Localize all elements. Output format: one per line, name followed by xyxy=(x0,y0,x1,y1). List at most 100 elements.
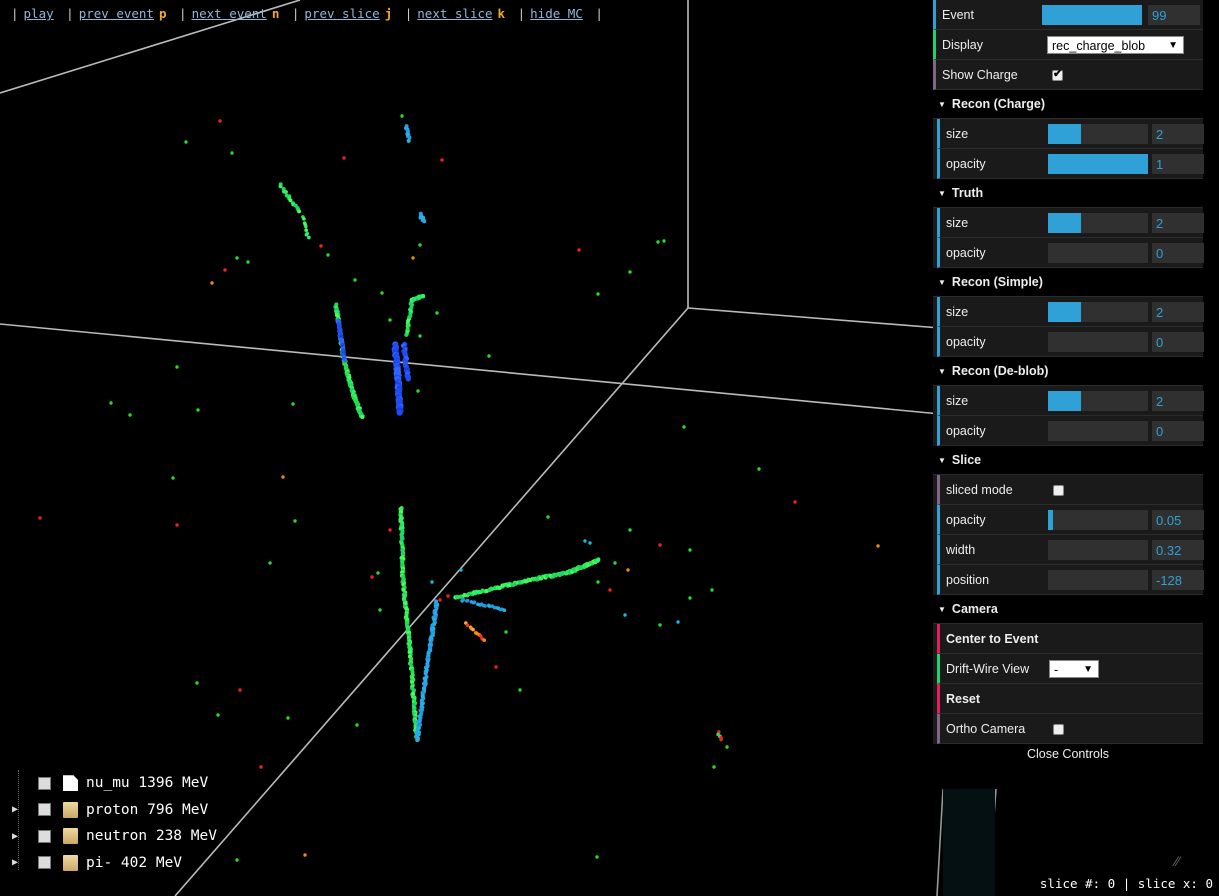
event-value[interactable]: 99 xyxy=(1148,5,1200,25)
width-slider[interactable] xyxy=(1048,540,1148,560)
size-label: size xyxy=(946,305,1041,319)
prev-event-key: p xyxy=(159,6,167,21)
slice-position: position -128 xyxy=(937,565,1203,595)
tree-row[interactable]: ▶ proton 796 MeV xyxy=(12,797,217,824)
chevron-down-icon: ▼ xyxy=(1083,661,1093,679)
show-charge-control: Show Charge ✔ xyxy=(933,60,1203,90)
size-slider[interactable] xyxy=(1048,213,1148,233)
opacity-value[interactable]: 0 xyxy=(1152,421,1204,441)
ortho-camera-checkbox[interactable] xyxy=(1053,724,1064,735)
opacity-label: opacity xyxy=(946,157,1041,171)
event-control: Event 99 xyxy=(933,0,1203,30)
size-label: size xyxy=(946,127,1041,141)
next-event-link[interactable]: next event xyxy=(192,6,267,21)
folder-icon xyxy=(63,855,78,871)
drift-wire-select[interactable]: - ▼ xyxy=(1049,660,1099,678)
opacity-slider[interactable] xyxy=(1048,510,1148,530)
ortho-camera-label: Ortho Camera xyxy=(946,722,1041,736)
sliced-mode-control: sliced mode xyxy=(937,475,1203,505)
slice-plane xyxy=(943,789,995,896)
opacity-slider[interactable] xyxy=(1048,332,1148,352)
size-slider[interactable] xyxy=(1048,391,1148,411)
recon-simple-opacity: opacity 0 xyxy=(937,327,1203,357)
caret-down-icon: ▼ xyxy=(938,358,946,386)
size-slider[interactable] xyxy=(1048,124,1148,144)
next-slice-link[interactable]: next slice xyxy=(417,6,492,21)
resize-handle-icon[interactable]: ⁄⁄ xyxy=(1175,853,1180,869)
prev-event-link[interactable]: prev event xyxy=(79,6,154,21)
tree-row[interactable]: ▶ pi- 402 MeV xyxy=(12,850,217,877)
tree-label: nu_mu 1396 MeV xyxy=(86,775,208,791)
size-label: size xyxy=(946,216,1041,230)
detector-box xyxy=(0,0,996,896)
folder-slice[interactable]: ▼ Slice xyxy=(933,446,1203,475)
display-label: Display xyxy=(942,38,1037,52)
tree-checkbox[interactable] xyxy=(38,777,51,790)
tree-row[interactable]: nu_mu 1396 MeV xyxy=(12,770,217,797)
caret-down-icon: ▼ xyxy=(938,91,946,119)
opacity-slider[interactable] xyxy=(1048,154,1148,174)
folder-recon-charge[interactable]: ▼ Recon (Charge) xyxy=(933,90,1203,119)
tree-row[interactable]: ▶ neutron 238 MeV xyxy=(12,823,217,850)
folder-recon-simple[interactable]: ▼ Recon (Simple) xyxy=(933,268,1203,297)
drift-wire-control: Drift-Wire View - ▼ xyxy=(937,654,1203,684)
opacity-value[interactable]: 0 xyxy=(1152,243,1204,263)
truth-opacity: opacity 0 xyxy=(937,238,1203,268)
caret-down-icon: ▼ xyxy=(938,269,946,297)
tree-label: pi- 402 MeV xyxy=(86,855,182,871)
tree-checkbox[interactable] xyxy=(38,830,51,843)
expand-arrow-icon[interactable]: ▶ xyxy=(12,804,26,815)
folder-camera[interactable]: ▼ Camera xyxy=(933,595,1203,624)
folder-icon xyxy=(63,802,78,818)
size-value[interactable]: 2 xyxy=(1152,124,1204,144)
size-value[interactable]: 2 xyxy=(1152,302,1204,322)
center-to-event-button[interactable]: Center to Event xyxy=(937,624,1203,654)
next-event-key: n xyxy=(272,6,280,21)
tree-label: neutron 238 MeV xyxy=(86,828,217,844)
folder-truth[interactable]: ▼ Truth xyxy=(933,179,1203,208)
center-to-event-label: Center to Event xyxy=(946,632,1038,646)
folder-recon-deblob[interactable]: ▼ Recon (De-blob) xyxy=(933,357,1203,386)
caret-down-icon: ▼ xyxy=(938,596,946,624)
expand-arrow-icon[interactable]: ▶ xyxy=(12,831,26,842)
controls-panel: Event 99 Display rec_charge_blob ▼ Show C… xyxy=(933,0,1203,766)
slice-status: slice #: 0 | slice x: 0 xyxy=(1040,876,1213,891)
opacity-value[interactable]: 1 xyxy=(1152,154,1204,174)
event-slider[interactable] xyxy=(1042,5,1142,25)
tree-checkbox[interactable] xyxy=(38,803,51,816)
opacity-value[interactable]: 0 xyxy=(1152,332,1204,352)
size-value[interactable]: 2 xyxy=(1152,213,1204,233)
caret-down-icon: ▼ xyxy=(938,180,946,208)
show-charge-checkbox[interactable]: ✔ xyxy=(1052,70,1063,81)
position-value[interactable]: -128 xyxy=(1152,570,1204,590)
size-slider[interactable] xyxy=(1048,302,1148,322)
tree-checkbox[interactable] xyxy=(38,856,51,869)
tree-label: proton 796 MeV xyxy=(86,802,208,818)
expand-arrow-icon[interactable]: ▶ xyxy=(12,857,26,868)
next-slice-key: k xyxy=(498,6,506,21)
display-select[interactable]: rec_charge_blob ▼ xyxy=(1047,36,1184,54)
hide-mc-link[interactable]: hide MC xyxy=(530,6,583,21)
play-link[interactable]: play xyxy=(24,6,54,21)
recon-charge-size: size 2 xyxy=(937,119,1203,149)
opacity-slider[interactable] xyxy=(1048,421,1148,441)
ortho-camera-control: Ortho Camera xyxy=(937,714,1203,744)
sliced-mode-checkbox[interactable] xyxy=(1053,485,1064,496)
recon-simple-size: size 2 xyxy=(937,297,1203,327)
opacity-value[interactable]: 0.05 xyxy=(1152,510,1204,530)
close-controls-button[interactable]: Close Controls xyxy=(933,744,1203,766)
position-slider[interactable] xyxy=(1048,570,1148,590)
recon-deblob-opacity: opacity 0 xyxy=(937,416,1203,446)
reset-button[interactable]: Reset xyxy=(937,684,1203,714)
folder-icon xyxy=(63,828,78,844)
reset-label: Reset xyxy=(946,692,980,706)
size-value[interactable]: 2 xyxy=(1152,391,1204,411)
truth-size: size 2 xyxy=(937,208,1203,238)
slice-width: width 0.32 xyxy=(937,535,1203,565)
opacity-slider[interactable] xyxy=(1048,243,1148,263)
prev-slice-link[interactable]: prev slice xyxy=(304,6,379,21)
width-value[interactable]: 0.32 xyxy=(1152,540,1204,560)
width-label: width xyxy=(946,543,1041,557)
recon-charge-opacity: opacity 1 xyxy=(937,149,1203,179)
prev-slice-key: j xyxy=(385,6,393,21)
